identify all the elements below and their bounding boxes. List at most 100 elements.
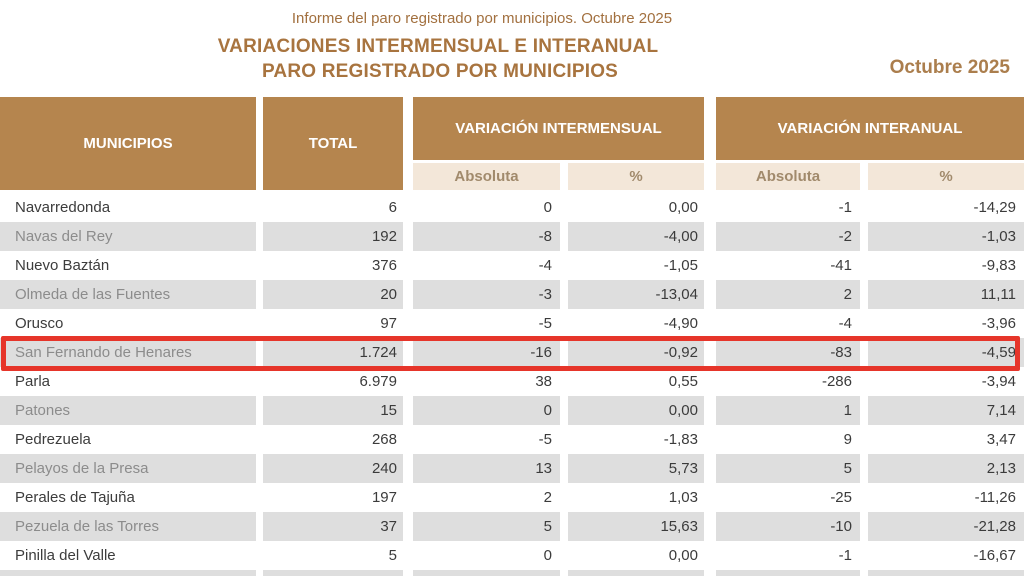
- table-row: Perales de Tajuña 197 2 1,03 -25 -11,26: [0, 483, 1024, 512]
- column-gutter: [256, 483, 263, 512]
- intermensual-absoluta-cell: 0: [543, 199, 552, 216]
- municipio-cell: Pinilla del Valle: [15, 547, 116, 564]
- column-gutter: [704, 396, 716, 425]
- intermensual-absoluta-cell: -5: [538, 431, 552, 448]
- total-cell: 240: [263, 454, 403, 483]
- interanual-absoluta-cell: -1: [838, 199, 852, 216]
- column-gutter: [560, 338, 568, 367]
- unemployment-table: MUNICIPIOS TOTAL VARIACIÓN INTERMENSUAL …: [0, 97, 1024, 576]
- intermensual-pct-cell: 0,00: [568, 396, 704, 425]
- column-gutter: [704, 251, 716, 280]
- intermensual-pct-cell: [568, 570, 704, 576]
- interanual-pct-cell: -14,29: [973, 199, 1016, 216]
- column-gutter: [860, 483, 868, 512]
- municipio-cell: Perales de Tajuña: [15, 489, 135, 506]
- intermensual-absoluta-cell: 13: [413, 454, 560, 483]
- table-row-highlighted: San Fernando de Henares 1.724 -16 -0,92 …: [0, 338, 1024, 367]
- column-gutter: [860, 541, 868, 570]
- intermensual-pct-cell: -1,83: [663, 431, 698, 448]
- header-group-intermensual: VARIACIÓN INTERMENSUAL Absoluta %: [413, 97, 704, 190]
- table-row: Nuevo Baztán 376 -4 -1,05 -41 -9,83: [0, 251, 1024, 280]
- column-gutter: [256, 570, 263, 576]
- table-row: Olmeda de las Fuentes 20 -3 -13,04 2 11,…: [0, 280, 1024, 309]
- intermensual-absoluta-cell: 2: [543, 489, 552, 506]
- column-gutter: [403, 512, 413, 541]
- column-gutter: [860, 309, 868, 338]
- column-gutter: [256, 97, 263, 190]
- interanual-absoluta-cell: [716, 570, 860, 576]
- column-gutter: [403, 367, 413, 396]
- header-variacion-intermensual: VARIACIÓN INTERMENSUAL: [413, 97, 704, 160]
- intermensual-pct-cell: 15,63: [568, 512, 704, 541]
- column-gutter: [560, 425, 568, 454]
- total-cell: 268: [371, 431, 397, 448]
- report-title-line2: PARO REGISTRADO POR MUNICIPIOS: [261, 61, 619, 82]
- interanual-pct-cell: -16,67: [973, 547, 1016, 564]
- column-gutter: [403, 570, 413, 576]
- column-gutter: [403, 251, 413, 280]
- report-period: Octubre 2025: [889, 57, 1010, 78]
- column-gutter: [704, 97, 716, 190]
- municipio-cell: Orusco: [15, 315, 64, 332]
- intermensual-absoluta-cell: -3: [413, 280, 560, 309]
- interanual-pct-cell: -9,83: [981, 257, 1016, 274]
- intermensual-pct-cell: -4,00: [568, 222, 704, 251]
- total-cell: [263, 570, 403, 576]
- column-gutter: [560, 396, 568, 425]
- table-row: Parla 6.979 38 0,55 -286 -3,94: [0, 367, 1024, 396]
- header-gap: [716, 160, 1024, 163]
- table-row: Navas del Rey 192 -8 -4,00 -2 -1,03: [0, 222, 1024, 251]
- interanual-absoluta-cell: 9: [843, 431, 852, 448]
- intermensual-absoluta-cell: -8: [413, 222, 560, 251]
- intermensual-absoluta-cell: 0: [413, 396, 560, 425]
- column-gutter: [403, 222, 413, 251]
- municipio-cell: [0, 570, 256, 576]
- column-gutter: [403, 454, 413, 483]
- column-gutter: [860, 512, 868, 541]
- interanual-pct-cell: 11,11: [868, 280, 1024, 309]
- total-cell: 1.724: [263, 338, 403, 367]
- column-gutter: [704, 280, 716, 309]
- column-gutter: [860, 338, 868, 367]
- header-variacion-interanual: VARIACIÓN INTERANUAL: [716, 97, 1024, 160]
- column-gutter: [560, 483, 568, 512]
- column-gutter: [704, 338, 716, 367]
- column-gutter: [403, 541, 413, 570]
- header-total: TOTAL: [263, 97, 403, 190]
- column-gutter: [256, 309, 263, 338]
- interanual-absoluta-cell: -286: [821, 373, 852, 390]
- total-cell: 37: [263, 512, 403, 541]
- interanual-pct-cell: 3,47: [986, 431, 1016, 448]
- intermensual-absoluta-cell: [413, 570, 560, 576]
- intermensual-pct-cell: 0,00: [668, 199, 698, 216]
- column-gutter: [704, 512, 716, 541]
- column-gutter: [860, 280, 868, 309]
- interanual-absoluta-cell: -4: [838, 315, 852, 332]
- column-gutter: [256, 193, 263, 222]
- column-gutter: [704, 367, 716, 396]
- interanual-pct-cell: 2,13: [868, 454, 1024, 483]
- column-gutter: [560, 251, 568, 280]
- table-row: Pezuela de las Torres 37 5 15,63 -10 -21…: [0, 512, 1024, 541]
- interanual-absoluta-cell: 1: [716, 396, 860, 425]
- column-gutter: [560, 222, 568, 251]
- intermensual-pct-cell: -4,90: [663, 315, 698, 332]
- interanual-pct-cell: -3,94: [981, 373, 1016, 390]
- column-gutter: [403, 309, 413, 338]
- intermensual-absoluta-cell: -5: [538, 315, 552, 332]
- total-cell: 192: [263, 222, 403, 251]
- table-row: Pedrezuela 268 -5 -1,83 9 3,47: [0, 425, 1024, 454]
- municipio-cell: Parla: [15, 373, 51, 390]
- table-row: Patones 15 0 0,00 1 7,14: [0, 396, 1024, 425]
- column-gutter: [560, 193, 568, 222]
- column-gutter: [704, 309, 716, 338]
- intermensual-absoluta-cell: -4: [538, 257, 552, 274]
- column-gutter: [256, 367, 263, 396]
- column-gutter: [860, 251, 868, 280]
- intermensual-pct-cell: 0,55: [668, 373, 698, 390]
- interanual-absoluta-cell: -10: [716, 512, 860, 541]
- column-gutter: [403, 483, 413, 512]
- column-gutter: [560, 541, 568, 570]
- column-gutter: [403, 338, 413, 367]
- interanual-absoluta-cell: -83: [716, 338, 860, 367]
